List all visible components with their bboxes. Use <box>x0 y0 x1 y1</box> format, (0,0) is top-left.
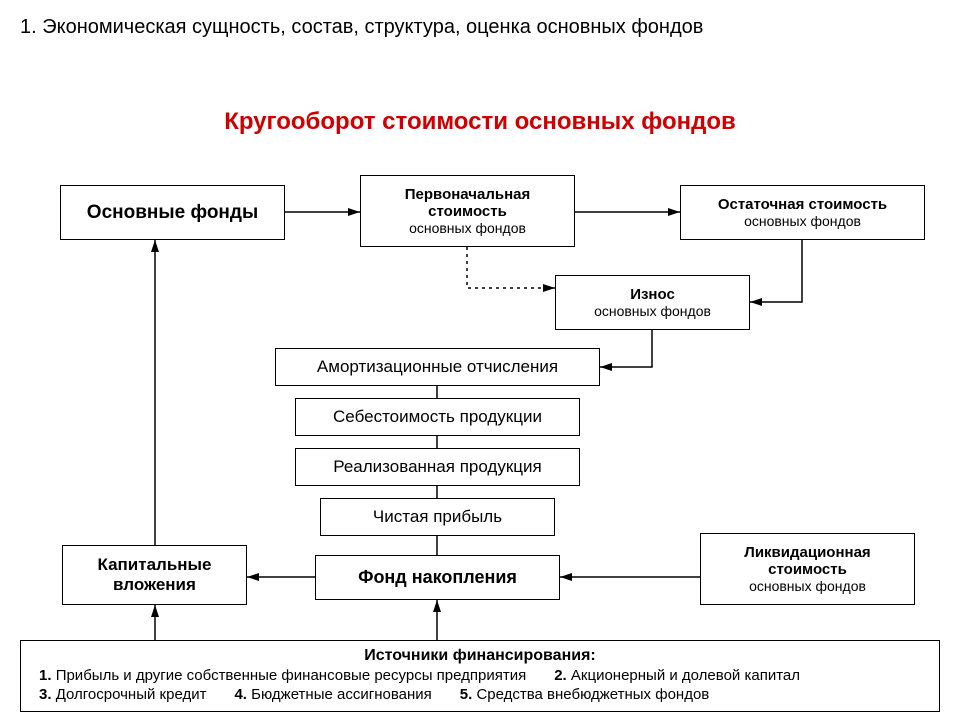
source-item: 5. Средства внебюджетных фондов <box>460 686 710 705</box>
node-amortization: Амортизационные отчисления <box>275 348 600 386</box>
node-label: Чистая прибыль <box>373 507 502 527</box>
node-label: Основные фонды <box>87 202 258 224</box>
page-heading: 1. Экономическая сущность, состав, струк… <box>20 16 703 39</box>
node-line: вложения <box>113 575 196 595</box>
source-item: 2. Акционерный и долевой капитал <box>554 667 800 686</box>
node-wear: Износ основных фондов <box>555 275 750 330</box>
source-item: 4. Бюджетные ассигнования <box>234 686 431 705</box>
node-residual-cost: Остаточная стоимость основных фондов <box>680 185 925 240</box>
node-accumulation-fund: Фонд накопления <box>315 555 560 600</box>
node-line: основных фондов <box>594 303 711 319</box>
node-main-funds: Основные фонды <box>60 185 285 240</box>
node-net-profit: Чистая прибыль <box>320 498 555 536</box>
sources-rows: 1. Прибыль и другие собственные финансов… <box>39 667 921 705</box>
node-realized: Реализованная продукция <box>295 448 580 486</box>
node-label: Себестоимость продукции <box>333 407 542 427</box>
node-initial-cost: Первоначальная стоимость основных фондов <box>360 175 575 247</box>
sources-title: Источники финансирования: <box>39 647 921 665</box>
node-cost-price: Себестоимость продукции <box>295 398 580 436</box>
node-line: стоимость <box>428 203 507 220</box>
sources-box: Источники финансирования: 1. Прибыль и д… <box>20 640 940 712</box>
node-line: Износ <box>630 286 675 303</box>
source-item: 3. Долгосрочный кредит <box>39 686 206 705</box>
node-line: основных фондов <box>749 578 866 594</box>
node-label: Фонд накопления <box>358 567 517 588</box>
node-line: основных фондов <box>409 220 526 236</box>
node-label: Реализованная продукция <box>333 457 541 477</box>
node-line: основных фондов <box>744 213 861 229</box>
source-item: 1. Прибыль и другие собственные финансов… <box>39 667 526 686</box>
node-liquidation-cost: Ликвидационная стоимость основных фондов <box>700 533 915 605</box>
node-line: Остаточная стоимость <box>718 196 887 213</box>
node-label: Амортизационные отчисления <box>317 357 558 377</box>
node-line: Ликвидационная <box>744 544 870 561</box>
diagram-title: Кругооборот стоимости основных фондов <box>0 108 960 136</box>
node-line: Капитальные <box>97 555 211 575</box>
node-line: Первоначальная <box>405 186 530 203</box>
node-line: стоимость <box>768 561 847 578</box>
node-capital-investments: Капитальные вложения <box>62 545 247 605</box>
